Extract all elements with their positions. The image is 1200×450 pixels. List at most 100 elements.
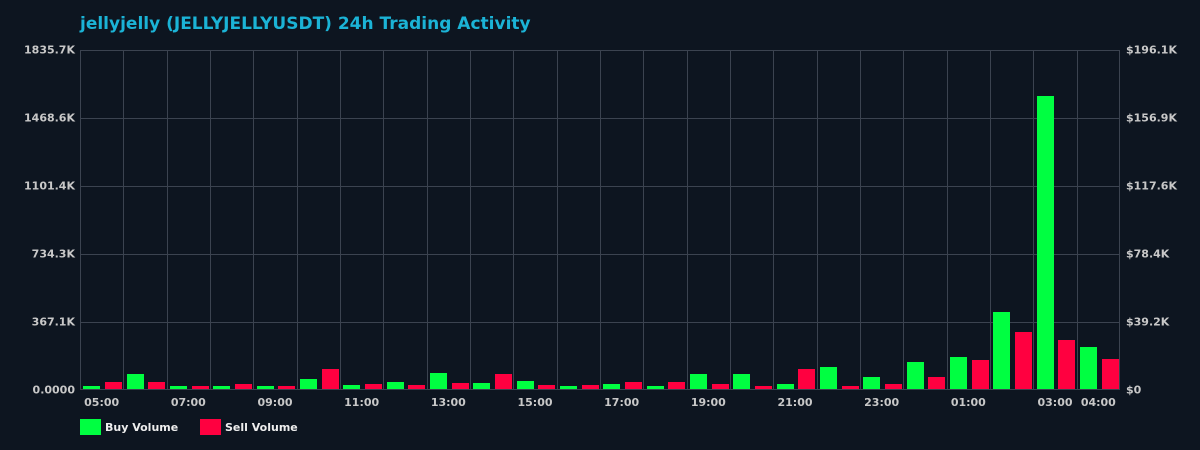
v-gridline [686, 51, 688, 389]
y-tick-label-right: $196.1K [1126, 43, 1177, 57]
buy-bar[interactable] [1080, 347, 1097, 389]
y-tick-label-right: $0 [1126, 383, 1142, 397]
sell-bar[interactable] [235, 383, 252, 389]
x-tick-label: 05:00 [84, 396, 120, 409]
buy-bar[interactable] [560, 385, 577, 389]
v-gridline [426, 51, 428, 389]
buy-bar[interactable] [213, 385, 231, 389]
plot-area [80, 50, 1120, 390]
v-gridline [1076, 51, 1078, 389]
x-tick-label: 23:00 [864, 396, 900, 409]
v-gridline [773, 51, 775, 389]
buy-bar[interactable] [83, 385, 101, 389]
v-gridline [383, 51, 385, 389]
v-gridline [470, 51, 471, 389]
sell-bar[interactable] [1101, 359, 1119, 389]
sell-bar[interactable] [928, 376, 946, 389]
legend-item-buy[interactable]: Buy Volume [80, 419, 178, 435]
v-gridline [990, 51, 991, 389]
buy-bar[interactable] [646, 385, 664, 389]
sell-bar[interactable] [711, 383, 729, 389]
sell-bar[interactable] [625, 381, 642, 389]
v-gridline [123, 51, 125, 389]
x-tick-label: 09:00 [257, 396, 293, 409]
x-tick-label: 01:00 [950, 396, 986, 409]
y-tick-label-left: 734.3K [31, 247, 75, 261]
buy-bar[interactable] [603, 383, 621, 389]
sell-bar[interactable] [538, 384, 556, 389]
sell-bar[interactable] [408, 384, 426, 389]
x-tick-label: 21:00 [777, 396, 813, 409]
y-tick-label-left: 1835.7K [24, 43, 75, 57]
sell-bar[interactable] [668, 381, 686, 389]
sell-bar[interactable] [105, 381, 122, 389]
x-tick-label: 11:00 [344, 396, 380, 409]
sell-bar[interactable] [495, 373, 512, 389]
legend-item-sell[interactable]: Sell Volume [200, 419, 298, 435]
buy-bar[interactable] [906, 362, 924, 389]
buy-bar[interactable] [776, 383, 794, 389]
v-gridline [253, 51, 255, 389]
v-gridline [166, 51, 168, 389]
v-gridline [340, 51, 341, 389]
sell-bar[interactable] [581, 384, 599, 389]
v-gridline [1033, 51, 1035, 389]
y-tick-label-right: $156.9K [1126, 111, 1177, 125]
buy-bar[interactable] [343, 384, 361, 389]
v-gridline [513, 51, 515, 389]
chart-title: jellyjelly (JELLYJELLYUSDT) 24h Trading … [80, 14, 531, 34]
v-gridline [860, 51, 861, 389]
y-tick-label-left: 1468.6K [24, 111, 75, 125]
y-tick-label-left: 1101.4K [24, 179, 75, 193]
x-tick-label: 19:00 [690, 396, 726, 409]
sell-bar[interactable] [365, 383, 382, 389]
v-gridline [730, 51, 731, 389]
sell-bar[interactable] [321, 368, 339, 389]
buy-bar[interactable] [733, 373, 751, 389]
v-gridline [816, 51, 818, 389]
x-tick-label: 03:00 [1037, 396, 1073, 409]
sell-bar[interactable] [451, 382, 469, 389]
sell-bar[interactable] [1058, 340, 1076, 389]
x-tick-label: 13:00 [430, 396, 466, 409]
buy-bar[interactable] [256, 385, 274, 389]
sell-bar[interactable] [755, 385, 772, 389]
x-tick-label: 15:00 [517, 396, 553, 409]
buy-bar[interactable] [863, 376, 881, 389]
v-gridline [210, 51, 211, 389]
v-gridline [946, 51, 948, 389]
legend-label-sell: Sell Volume [225, 420, 298, 434]
sell-bar[interactable] [148, 381, 166, 389]
buy-bar[interactable] [516, 380, 534, 389]
buy-bar[interactable] [1036, 95, 1054, 389]
sell-bar[interactable] [191, 385, 209, 389]
buy-bar[interactable] [430, 372, 447, 389]
x-tick-label: 04:00 [1080, 396, 1116, 409]
buy-bar[interactable] [300, 378, 317, 389]
v-gridline [643, 51, 645, 389]
legend-label-buy: Buy Volume [105, 420, 179, 434]
buy-bar[interactable] [170, 385, 187, 389]
y-tick-label-right: $78.4K [1126, 247, 1170, 261]
buy-bar[interactable] [690, 373, 707, 389]
buy-bar[interactable] [473, 382, 491, 389]
buy-bar[interactable] [820, 366, 837, 389]
sell-bar[interactable] [798, 368, 816, 389]
sell-bar[interactable] [1015, 332, 1032, 389]
y-tick-label-right: $117.6K [1126, 179, 1177, 193]
sell-bar[interactable] [841, 385, 859, 389]
v-gridline [556, 51, 558, 389]
x-tick-label: 17:00 [604, 396, 640, 409]
buy-bar[interactable] [386, 381, 404, 389]
sell-bar[interactable] [885, 384, 902, 389]
sell-bar[interactable] [278, 385, 296, 389]
buy-swatch-icon [80, 419, 101, 435]
y-tick-label-left: 0.0000 [32, 383, 75, 397]
sell-swatch-icon [200, 419, 221, 435]
buy-bar[interactable] [993, 312, 1011, 389]
buy-bar[interactable] [126, 373, 144, 389]
buy-bar[interactable] [950, 357, 967, 389]
sell-bar[interactable] [971, 360, 989, 389]
y-tick-label-left: 367.1K [31, 315, 75, 329]
y-tick-label-right: $39.2K [1126, 315, 1170, 329]
